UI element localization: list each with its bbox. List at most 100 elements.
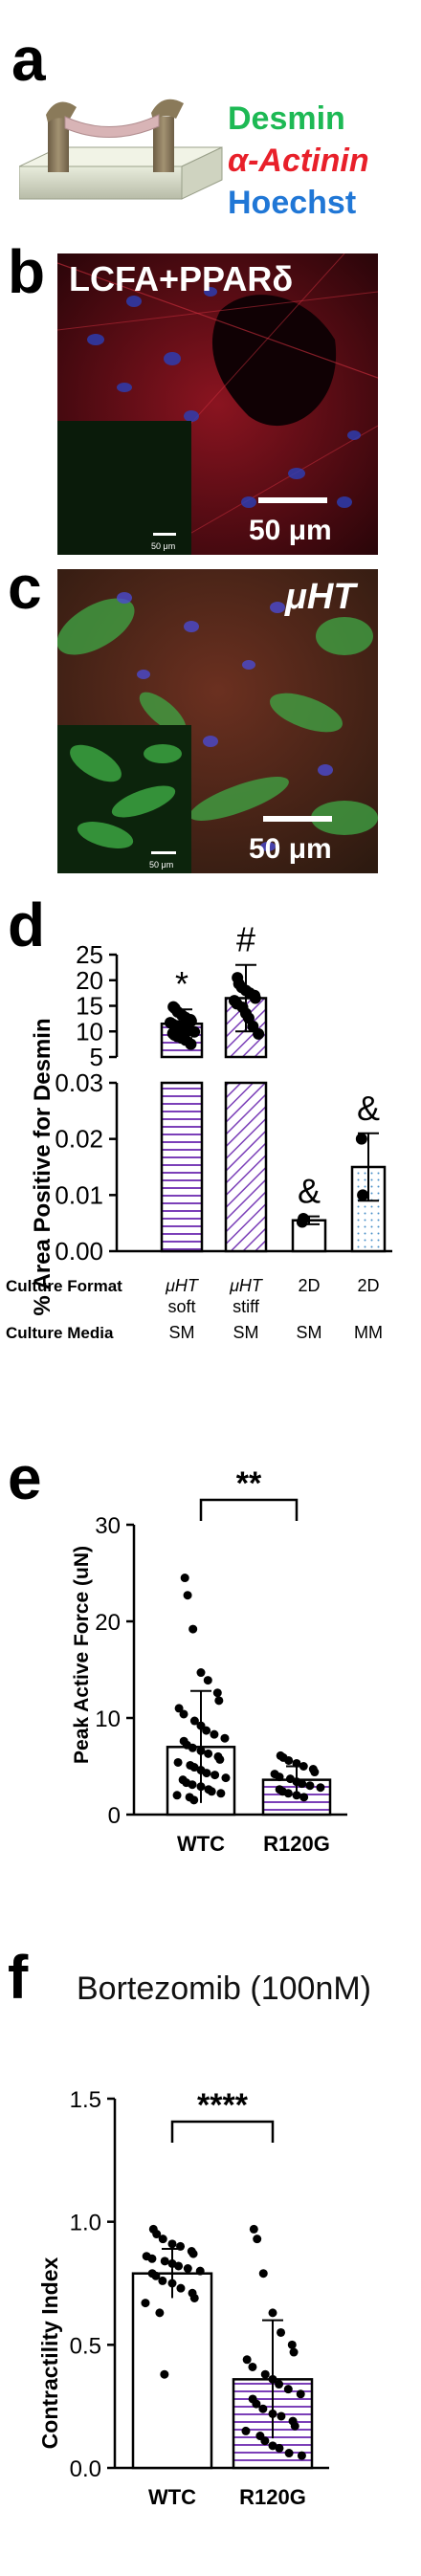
chart-d-media-label: MM [354,1323,383,1342]
micrograph-lcfa-inset: 50 μm [57,421,191,555]
chart-f-point [252,2399,261,2409]
micrograph-lcfa-pparD: LCFA+PPARδ 50 μm 50 μm [57,253,378,555]
chart-d-lower-ticks: 0.00 0.01 0.02 0.03 [55,1068,392,1266]
chart-f-point [289,2347,299,2357]
chart-d-point [185,1015,197,1027]
chart-d-format-label: μHT [229,1276,264,1295]
panel-letter-d: d [8,891,46,959]
chart-d-ytick-label: 0.01 [55,1180,103,1209]
chart-d-row-media: Culture Media [6,1324,114,1342]
chart-d-category-labels: μHT soft SM μHT stiff SM 2D SM 2D MM [165,1276,383,1342]
stain-legend: Desmin α-Actinin Hoechst [228,98,369,224]
chart-d-ytick-label: 10 [76,1017,103,1046]
chart-e-point [189,1716,199,1726]
chart-f-point [258,2404,268,2413]
chart-f-point [141,2299,150,2308]
chart-e-point [299,1793,309,1802]
legend-desmin: Desmin [228,100,345,137]
legend-hoechst: Hoechst [228,185,357,221]
chart-f-sig-bracket [170,2120,275,2143]
chart-f-category-label: WTC [148,2485,196,2509]
scale-bar-inset-b [153,533,176,536]
chart-f-point [249,2224,258,2234]
chart-e-point [173,1757,183,1767]
chart-d-format-label: 2D [357,1276,379,1295]
chart-d-point [185,1038,197,1050]
panel-letter-b: b [8,237,46,306]
chart-f-sig-label: **** [197,2087,249,2124]
chart-d-ytick-label: 15 [76,992,103,1021]
chart-d-significance-mark: # [236,920,255,959]
chart-d-ytick-label: 0.02 [55,1125,103,1154]
chart-f-point [147,2254,157,2263]
chart-e-point [284,1755,294,1765]
chart-f-point [297,2451,306,2460]
chart-e-error-bars [190,1689,307,1803]
chart-e-ytick-label: 10 [95,1706,121,1732]
chart-d-ytick-label: 25 [76,940,103,969]
chart-f-point [183,2264,192,2274]
chart-f-point [284,2449,294,2458]
chart-f-point [242,2355,252,2365]
chart-e-point [298,1779,307,1789]
chart-f-point [174,2261,184,2271]
chart-e-point [221,1773,231,1783]
chart-d-significance-mark: * [175,964,188,1003]
chart-f-category-label: R120G [239,2485,306,2509]
chart-e-point [183,1591,192,1600]
chart-f-point [275,2380,284,2389]
chart-e-point [189,1763,199,1772]
chart-d-media-label: SM [233,1323,259,1342]
chart-d-bar-lower [160,1081,204,1253]
condition-label-lcfa: LCFA+PPARδ [69,259,294,298]
chart-f-point [296,2389,305,2399]
chart-d-ytick-label: 20 [76,966,103,995]
chart-f-point [290,2421,299,2431]
chart-e-point [188,1743,197,1752]
chart-f-point [176,2283,186,2293]
chart-e-ytick-label: 30 [95,1513,121,1539]
chart-f: Contractility Index 0.0 0.5 1.0 1.5 **** WT… [37,2087,329,2509]
chart-d-point [357,1189,369,1201]
chart-e-point [188,1780,197,1790]
chart-f-ytick-label: 1.5 [70,2087,101,2113]
chart-f-category-labels: WTC R120G [148,2485,306,2509]
chart-d-error-bars [171,963,379,1225]
chart-f-point [160,2257,169,2266]
chart-f-ylabel: Contractility Index [37,2257,62,2449]
chart-e-point [174,1704,184,1713]
chart-e-points [172,1574,325,1805]
chart-f-point [277,2411,286,2421]
chart-e-point [215,1754,225,1764]
chart-e: Peak Active Force (uN) 0 10 20 30 ** WTC R12… [71,1465,347,1856]
legend-actinin: α-Actinin [228,143,369,179]
chart-e-sig-label: ** [236,1465,262,1502]
chart-e-point [196,1668,206,1678]
panel-letter-f: f [8,1943,29,2012]
micrograph-uht-inset-image [70,744,182,848]
panel-letter-e: e [8,1443,42,1512]
chart-e-category-labels: WTC R120G [177,1832,330,1856]
chart-d-bar-lower [224,1081,268,1253]
chart-f-point [158,2276,167,2285]
chart-e-ylabel: Peak Active Force (uN) [71,1546,93,1764]
chart-f-point [189,2293,199,2302]
chart-f-point [268,2441,277,2451]
chart-f-point [253,2235,262,2244]
condition-label-uht: μHT [285,577,356,617]
chart-f-point [160,2369,169,2379]
chart-f-point [287,2340,297,2349]
chart-e-point [220,1733,230,1743]
chart-e-point [310,1768,320,1777]
chart-e-point [204,1749,213,1758]
scale-label-inset-c: 50 μm [149,860,174,870]
chart-e-ytick-label: 0 [108,1803,121,1829]
chart-f-points [141,2224,306,2460]
scale-label-b: 50 μm [249,515,332,546]
chart-e-point [216,1789,226,1798]
chart-f-ytick-label: 0.0 [70,2456,101,2482]
chart-d-ytick-label: 0.03 [55,1068,103,1097]
chart-f-bars [131,2272,314,2470]
chart-e-point [275,1772,284,1782]
